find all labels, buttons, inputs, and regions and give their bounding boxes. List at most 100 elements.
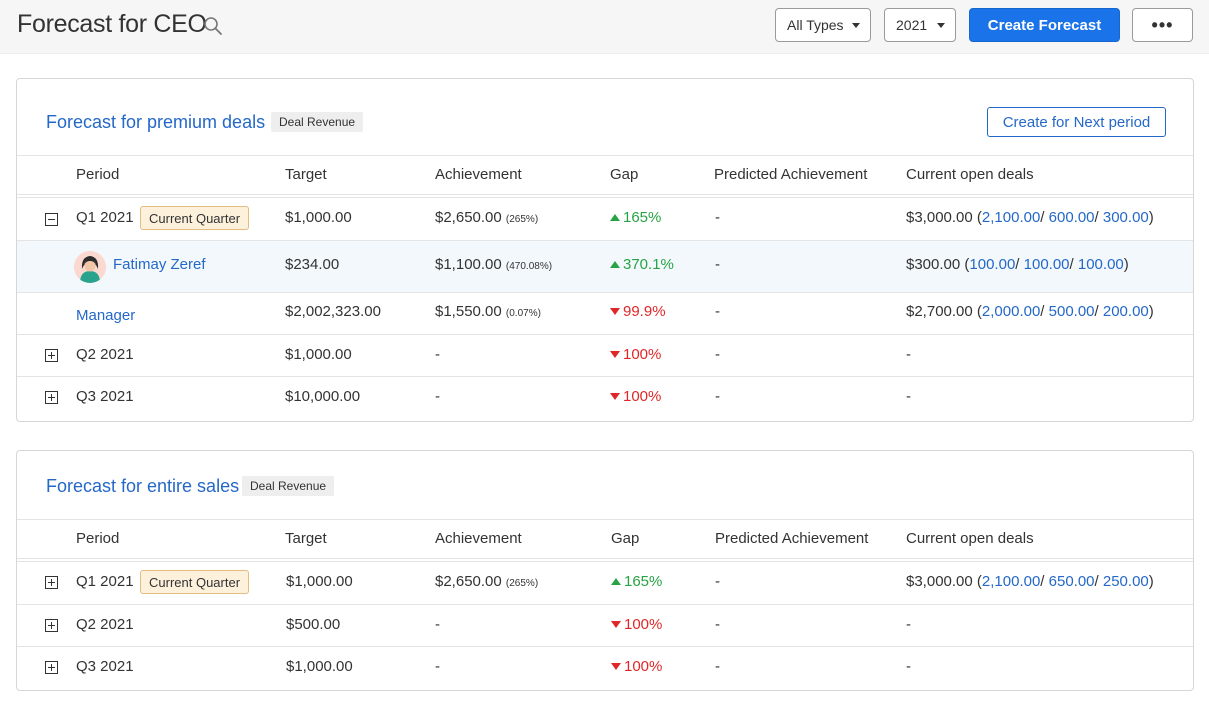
target-cell: $10,000.00 [285,388,361,405]
current-quarter-tag: Current Quarter [140,570,250,594]
open-deals-link[interactable]: 100.00 [1023,256,1070,273]
arrow-down-icon [611,621,621,628]
top-bar: Forecast for CEO All Types 2021 Create F… [0,0,1209,54]
create-forecast-button[interactable]: Create Forecast [969,8,1120,42]
predicted-cell: - [715,209,720,226]
collapse-icon[interactable] [45,213,58,226]
open-deals-link[interactable]: 2,000.00 [981,303,1041,320]
achievement-percent: (265%) [505,214,539,225]
type-filter-dropdown[interactable]: All Types [775,8,871,42]
gap-value: 100% [623,388,662,405]
open-deals-cell: - [906,658,911,675]
column-header-open-deals: Current open deals [906,166,1034,183]
expand-icon[interactable] [45,576,58,589]
predicted-cell: - [715,658,720,675]
open-deals-link[interactable]: 2,100.00 [981,209,1041,226]
arrow-down-icon [610,308,620,315]
gap-cell: 370.1% [610,256,674,273]
open-deals-link[interactable]: 250.00 [1102,573,1149,590]
expand-icon[interactable] [45,619,58,632]
achievement-percent: (0.07%) [505,308,541,319]
chevron-down-icon [852,23,860,28]
gap-cell: 100% [611,658,662,675]
predicted-cell: - [715,616,720,633]
more-options-button[interactable]: ••• [1132,8,1193,42]
open-deals-cell: - [906,346,911,363]
arrow-down-icon [610,393,620,400]
arrow-up-icon [610,261,620,268]
open-deals-link[interactable]: 200.00 [1102,303,1149,320]
column-header-achievement: Achievement [435,166,522,183]
open-deals-link[interactable]: 650.00 [1048,573,1095,590]
gap-cell: 99.9% [610,303,666,320]
card-title[interactable]: Forecast for entire sales [46,476,240,496]
column-header-target: Target [285,530,327,547]
gap-value: 370.1% [623,256,674,273]
target-cell: $234.00 [285,256,340,273]
open-deals-link[interactable]: 100.00 [969,256,1016,273]
gap-cell: 165% [611,573,662,590]
open-deals-cell: $2,700.00 (2,000.00/ 500.00/ 200.00) [906,303,1154,320]
achievement-percent: (470.08%) [505,261,553,272]
table-row: Q1 2021 Current Quarter $1,000.00 $2,650… [17,197,1193,240]
column-header-gap: Gap [610,166,639,183]
expand-icon[interactable] [45,349,58,362]
year-filter-dropdown[interactable]: 2021 [884,8,956,42]
open-deals-total: $2,700.00 [906,303,973,320]
open-deals-link[interactable]: 100.00 [1077,256,1124,273]
achievement-cell: - [435,658,440,675]
expand-icon[interactable] [45,391,58,404]
open-deals-total: $3,000.00 [906,573,973,590]
achievement-cell: $2,650.00 (265%) [435,573,538,590]
chevron-down-icon [937,23,945,28]
achievement-value: $1,100.00 [435,256,502,273]
table-row: Q2 2021 $500.00 - 100% - - [17,604,1193,646]
achievement-cell: - [435,346,440,363]
open-deals-cell: $300.00 (100.00/ 100.00/ 100.00) [906,256,1129,273]
user-avatar-icon [74,251,106,283]
open-deals-cell: - [906,388,911,405]
search-icon[interactable] [203,16,223,36]
column-header-predicted: Predicted Achievement [714,166,868,183]
gap-cell: 100% [610,346,661,363]
period-cell: Q3 2021 [76,388,134,405]
open-deals-cell: - [906,616,911,633]
open-deals-cell: $3,000.00 (2,100.00/ 650.00/ 250.00) [906,573,1154,590]
type-badge: Deal Revenue [242,476,335,496]
create-next-period-button[interactable]: Create for Next period [987,107,1166,137]
target-cell: $2,002,323.00 [285,303,381,320]
column-header-gap: Gap [611,530,640,547]
type-filter-value: All Types [787,17,844,33]
year-filter-value: 2021 [896,17,928,33]
predicted-cell: - [715,303,720,320]
current-quarter-tag: Current Quarter [140,206,250,230]
open-deals-link[interactable]: 600.00 [1048,209,1095,226]
achievement-cell: $1,550.00 (0.07%) [435,303,541,320]
forecast-card-premium: Forecast for premium deals Deal Revenue … [16,78,1194,422]
table-row: Q1 2021 Current Quarter $1,000.00 $2,650… [17,561,1193,604]
table-row: Manager $2,002,323.00 $1,550.00 (0.07%) … [17,292,1193,334]
gap-cell: 100% [610,388,661,405]
achievement-value: $2,650.00 [435,573,502,590]
expand-icon[interactable] [45,661,58,674]
user-name-link[interactable]: Fatimay Zeref [113,256,206,273]
arrow-down-icon [610,351,620,358]
table-row: Fatimay Zeref $234.00 $1,100.00 (470.08%… [17,240,1193,292]
period-cell: Q1 2021 [76,209,134,226]
period-cell: Q2 2021 [76,346,134,363]
predicted-cell: - [715,256,720,273]
period-cell: Q3 2021 [76,658,134,675]
achievement-cell: $2,650.00 (265%) [435,209,538,226]
open-deals-link[interactable]: 300.00 [1102,209,1149,226]
target-cell: $500.00 [286,616,341,633]
period-cell: Q1 2021 [76,573,134,590]
open-deals-link[interactable]: 500.00 [1048,303,1095,320]
avatar [74,251,106,283]
column-header-period: Period [76,530,120,547]
period-cell: Q2 2021 [76,616,134,633]
gap-value: 100% [624,658,663,675]
open-deals-link[interactable]: 2,100.00 [981,573,1041,590]
card-title[interactable]: Forecast for premium deals [46,112,266,132]
manager-link[interactable]: Manager [76,307,136,324]
target-cell: $1,000.00 [285,209,352,226]
